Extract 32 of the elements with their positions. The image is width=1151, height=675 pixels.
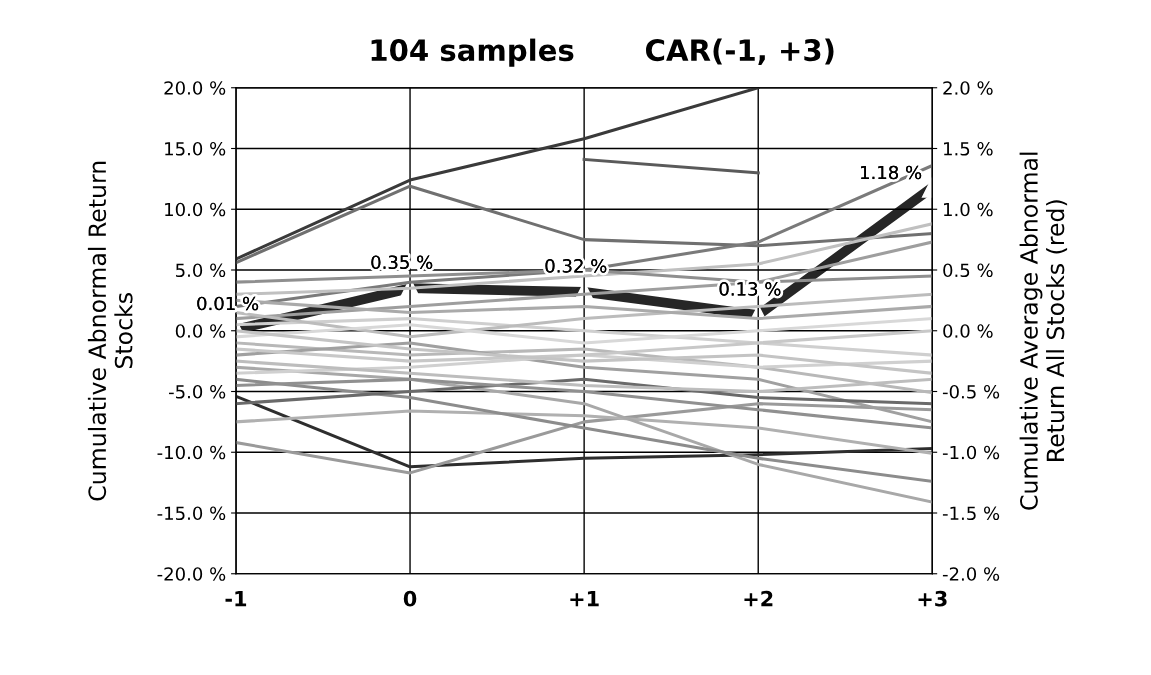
- data-label: 0.35 %: [371, 255, 433, 270]
- y-tick-label: 20.0 %: [164, 81, 226, 95]
- y2-tick-label: -0.5 %: [942, 384, 1000, 399]
- x-tick-label: +2: [744, 590, 773, 607]
- y2-tick-label: 1.0 %: [944, 202, 993, 217]
- data-label: 1.18 %: [861, 165, 922, 180]
- x-tick-label: -1: [225, 591, 247, 607]
- y-tick-label: -5.0 %: [168, 384, 226, 399]
- y-tick-label: 0.0 %: [175, 324, 226, 338]
- y-tick-label: -15.0 %: [157, 506, 226, 521]
- y2-tick-label: -1.0 %: [942, 445, 1000, 460]
- data-label: 0.32 %: [545, 259, 607, 273]
- y2-tick-label: -2.0 %: [942, 567, 1000, 581]
- y2-tick-label: -1.5 %: [942, 506, 1000, 521]
- data-label: 0.01 %: [197, 296, 259, 311]
- y-tick-label: -10.0 %: [157, 445, 226, 460]
- y2-tick-label: 0.0 %: [943, 324, 993, 338]
- y-tick-label: 5.0 %: [176, 263, 226, 278]
- y2-tick-label: 0.5 %: [943, 263, 993, 278]
- y-axis-title: Cumulative Abnormal Return Stocks: [87, 161, 133, 501]
- x-tick-label: +3: [918, 590, 947, 607]
- y2-axis-title: Cumulative Average Abnormal Return All Stocks (red): [1019, 152, 1068, 510]
- y-tick-label: -20.0 %: [157, 567, 226, 581]
- y-tick-label: 15.0 %: [165, 141, 226, 156]
- x-tick-label: +1: [570, 591, 599, 607]
- y-tick-label: 10.0 %: [165, 202, 226, 217]
- chart-subtitle: CAR(-1, +3): [646, 38, 834, 65]
- chart-title: 104 samples: [371, 38, 574, 67]
- x-tick-label: 0: [403, 590, 417, 607]
- y2-tick-label: 1.5 %: [944, 141, 993, 156]
- y2-tick-label: 2.0 %: [943, 81, 993, 95]
- data-label: 0.13 %: [719, 282, 781, 296]
